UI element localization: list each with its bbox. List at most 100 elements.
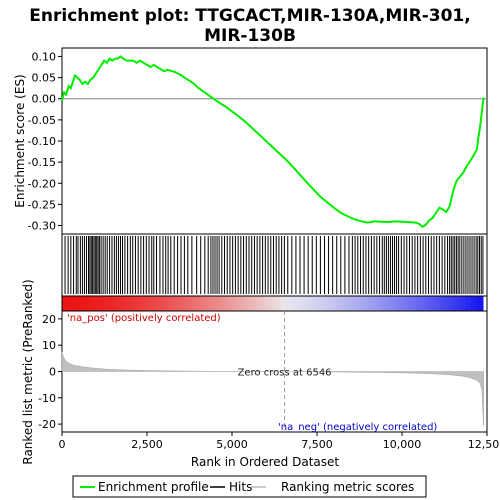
legend: Enrichment profile Hits Ranking metric s… xyxy=(72,475,427,498)
rank-color-strip xyxy=(247,296,253,311)
es-y-tick-label: -0.20 xyxy=(28,177,56,190)
rank-color-strip xyxy=(411,296,417,311)
rank-color-strip xyxy=(234,296,240,311)
rank-color-strip xyxy=(348,296,354,311)
rank-color-strip xyxy=(457,296,463,311)
rank-color-strip xyxy=(104,296,109,311)
legend-hits-label: Hits xyxy=(229,480,252,494)
es-y-tick-label: -0.30 xyxy=(28,220,56,233)
rank-color-strip xyxy=(66,296,72,311)
es-y-tick-label: -0.25 xyxy=(28,198,56,211)
es-y-tick-label: 0.00 xyxy=(32,93,57,106)
x-tick-label: 12,500 xyxy=(468,438,500,451)
rank-color-strip xyxy=(360,296,366,311)
rank-color-strip xyxy=(415,296,421,311)
rank-color-strip xyxy=(310,296,316,311)
rank-color-strip xyxy=(440,296,446,311)
rank-color-strip xyxy=(264,296,269,311)
rank-color-strip xyxy=(83,296,88,311)
rank-color-strip xyxy=(402,296,408,311)
metric-y-tick-label: -10 xyxy=(38,392,56,405)
rank-color-strip xyxy=(276,296,282,311)
metric-y-axis-label: Ranked list metric (PreRanked) xyxy=(21,279,35,464)
rank-color-strip xyxy=(369,296,375,311)
rank-color-strip xyxy=(466,296,471,311)
rank-color-strip xyxy=(423,296,429,311)
rank-color-strip xyxy=(184,296,189,311)
rank-color-strip xyxy=(158,296,164,311)
x-tick-label: 5,000 xyxy=(216,438,248,451)
rank-color-strip xyxy=(154,296,160,311)
rank-color-strip xyxy=(163,296,168,311)
es-y-tick-label: 0.05 xyxy=(32,72,57,85)
rank-color-strip xyxy=(327,296,332,311)
rank-color-strip xyxy=(474,296,480,311)
rank-color-strip xyxy=(175,296,181,311)
rank-color-strip xyxy=(74,296,80,311)
chart-title-line2: MIR-130B xyxy=(204,26,296,46)
rank-color-strip xyxy=(116,296,122,311)
rank-color-strip xyxy=(428,296,434,311)
rank-color-strip xyxy=(137,296,143,311)
rank-color-strip xyxy=(461,296,467,311)
rank-color-strip xyxy=(306,296,311,311)
rank-color-strip xyxy=(386,296,391,311)
hits-markers xyxy=(64,236,484,294)
metric-y-tick-label: 0 xyxy=(49,366,56,379)
rank-color-strip xyxy=(335,296,341,311)
rank-color-strip xyxy=(196,296,202,311)
rank-color-strip xyxy=(125,296,130,311)
rank-color-bar xyxy=(61,295,488,312)
rank-color-strip xyxy=(108,296,114,311)
legend-metric-label: Ranking metric scores xyxy=(281,480,414,494)
rank-color-strip xyxy=(449,296,455,311)
rank-color-strip xyxy=(205,296,210,311)
rank-color-strip xyxy=(331,296,337,311)
rank-color-strip xyxy=(398,296,404,311)
rank-color-strip xyxy=(120,296,126,311)
rank-color-strip xyxy=(373,296,379,311)
rank-color-strip xyxy=(339,296,345,311)
es-panel: 0.10 0.05 0.00 -0.05 -0.10 -0.15 -0.20 -0.25 -0.… xyxy=(13,47,488,235)
rank-color-strip xyxy=(259,296,265,311)
es-y-tick-label: -0.15 xyxy=(28,156,56,169)
rank-color-strip xyxy=(445,296,450,311)
neg-correlated-label: 'na_neg' (negatively correlated) xyxy=(278,422,437,433)
rank-color-strip xyxy=(251,296,257,311)
chart-title-line1: Enrichment plot: TTGCACT,MIR-130A,MIR-30… xyxy=(29,6,470,26)
rank-color-strip xyxy=(407,296,412,311)
rank-color-strip xyxy=(289,296,295,311)
rank-color-strip xyxy=(419,296,425,311)
rank-color-strip xyxy=(192,296,198,311)
rank-color-strip xyxy=(179,296,185,311)
rank-color-strip xyxy=(356,296,362,311)
rank-color-strip xyxy=(188,296,194,311)
rank-color-strip xyxy=(171,296,177,311)
rank-color-strip xyxy=(470,296,476,311)
zero-cross-label: Zero cross at 6546 xyxy=(238,368,332,379)
metric-y-ticks: 20 10 0 -10 -20 xyxy=(38,313,62,431)
hits-panel xyxy=(61,233,488,297)
rank-color-strip xyxy=(217,296,223,311)
x-axis-label: Rank in Ordered Dataset xyxy=(191,455,339,469)
rank-color-strip xyxy=(436,296,442,311)
rank-color-strip xyxy=(268,296,274,311)
x-tick-label: 7,500 xyxy=(301,438,333,451)
rank-color-strip xyxy=(238,296,244,311)
legend-enrichment-label: Enrichment profile xyxy=(98,480,209,494)
rank-color-strip xyxy=(255,296,261,311)
rank-color-strip xyxy=(221,296,227,311)
rank-color-strip xyxy=(394,296,400,311)
rank-color-strip xyxy=(285,296,290,311)
rank-color-strip xyxy=(272,296,278,311)
es-y-tick-label: -0.10 xyxy=(28,135,56,148)
rank-color-strip xyxy=(322,296,328,311)
x-tick-label: 0 xyxy=(59,438,66,451)
metric-y-tick-label: 10 xyxy=(42,339,56,352)
rank-color-strip xyxy=(91,296,97,311)
rank-color-strip xyxy=(365,296,370,311)
x-ticks: 0 2,500 5,000 7,500 10,000 12,500 xyxy=(59,432,500,451)
rank-color-strip xyxy=(381,296,387,311)
rank-color-strip xyxy=(453,296,459,311)
rank-color-strip xyxy=(95,296,101,311)
